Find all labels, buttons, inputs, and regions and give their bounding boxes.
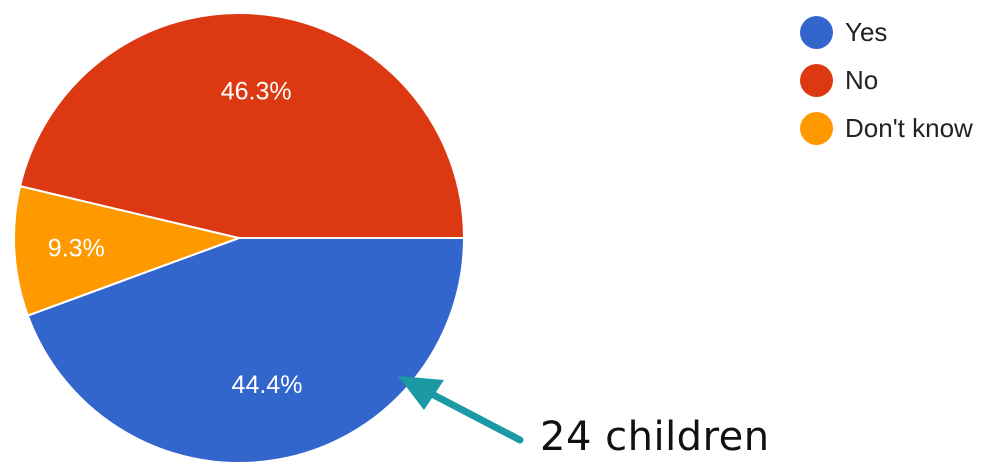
annotation-arrow-head: [398, 376, 444, 410]
pie-slices: [13, 12, 466, 464]
annotation-text: 24 children: [540, 414, 770, 460]
legend-dot-no: [800, 63, 833, 97]
pie-label-yes: 44.4%: [232, 371, 303, 399]
pie-label-no: 46.3%: [221, 78, 292, 106]
legend-dot-yes: [800, 15, 833, 49]
annotation-arrow-line: [424, 388, 524, 444]
legend-label-no: No: [845, 64, 879, 95]
pie-slice-dont-know: [13, 184, 243, 317]
pie-slice-labels: 44.4% 9.3% 46.3%: [48, 78, 303, 400]
annotation-arrow: [398, 376, 524, 444]
legend: Yes No Don't know: [800, 8, 973, 152]
legend-label-dont-know: Don't know: [845, 112, 973, 143]
pie-label-dont-know: 9.3%: [48, 235, 105, 263]
legend-dot-dont-know: [800, 111, 833, 145]
pie-slice-yes: [26, 237, 466, 464]
legend-label-yes: Yes: [845, 16, 888, 47]
pie-slice-no: [18, 12, 466, 239]
legend-item-no: No: [800, 56, 973, 104]
legend-item-yes: Yes: [800, 8, 973, 56]
legend-item-dont-know: Don't know: [800, 104, 973, 152]
